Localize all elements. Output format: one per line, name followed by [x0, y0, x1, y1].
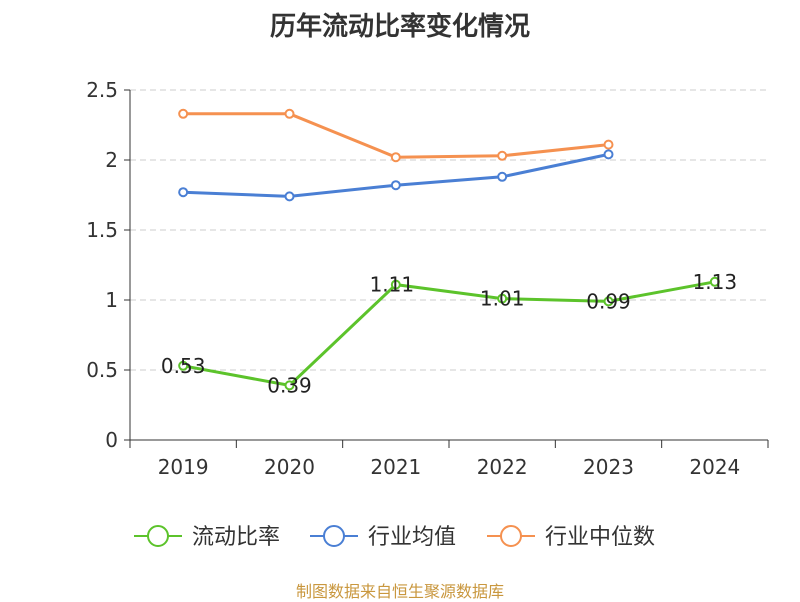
legend: 流动比率 行业均值 行业中位数 [134, 525, 655, 550]
legend-label: 行业均值 [368, 525, 456, 550]
source-footer: 制图数据来自恒生聚源数据库 [295, 582, 504, 601]
legend-label: 行业中位数 [545, 525, 655, 550]
x-tick-label: 2021 [370, 455, 421, 479]
y-tick-label: 2 [105, 148, 118, 172]
y-tick-label: 1 [105, 288, 118, 312]
axes: 0 0.5 1 1.5 2 2.5 2019 2020 2021 2022 2023 2024 [86, 78, 769, 479]
data-label: 1.11 [370, 273, 415, 297]
data-point [284, 108, 295, 119]
grid-lines [130, 89, 768, 371]
data-point [284, 191, 295, 202]
legend-marker [147, 525, 169, 547]
data-point [497, 171, 508, 182]
y-tick-label: 0 [105, 428, 118, 452]
x-tick-label: 2024 [689, 455, 740, 479]
legend-label: 流动比率 [192, 525, 280, 550]
data-label: 0.39 [267, 373, 312, 397]
data-point [390, 279, 401, 290]
data-label: 0.99 [586, 289, 631, 313]
x-tick-label: 2019 [158, 455, 209, 479]
data-point [390, 152, 401, 163]
x-tick-label: 2023 [583, 455, 634, 479]
data-point [284, 380, 295, 391]
data-label: 0.53 [161, 354, 206, 378]
legend-marker [500, 525, 522, 547]
y-tick-label: 0.5 [86, 358, 118, 382]
legend-marker [323, 525, 345, 547]
data-point [709, 276, 720, 287]
data-point [603, 149, 614, 160]
series-line-2 [183, 112, 609, 159]
y-tick-label: 1.5 [86, 218, 118, 242]
x-tick-label: 2022 [477, 455, 528, 479]
data-point [497, 150, 508, 161]
data-point [497, 293, 508, 304]
data-label: 1.01 [480, 287, 525, 311]
data-point [178, 108, 189, 119]
data-point [390, 180, 401, 191]
data-point [178, 187, 189, 198]
data-point [178, 360, 189, 371]
x-tick-label: 2020 [264, 455, 315, 479]
data-label: 1.13 [693, 270, 738, 294]
data-point [603, 139, 614, 150]
series-lines [178, 108, 720, 391]
data-labels: 0.53 0.39 1.11 1.01 0.99 1.13 [161, 270, 737, 398]
data-point [603, 296, 614, 307]
chart-title: 历年流动比率变化情况 [269, 12, 530, 42]
y-tick-label: 2.5 [86, 78, 118, 102]
series-line-0 [182, 280, 716, 388]
